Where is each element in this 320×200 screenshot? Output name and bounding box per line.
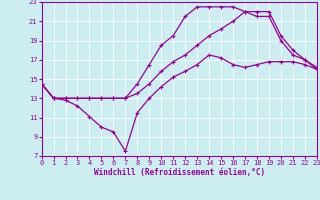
X-axis label: Windchill (Refroidissement éolien,°C): Windchill (Refroidissement éolien,°C): [94, 168, 265, 177]
